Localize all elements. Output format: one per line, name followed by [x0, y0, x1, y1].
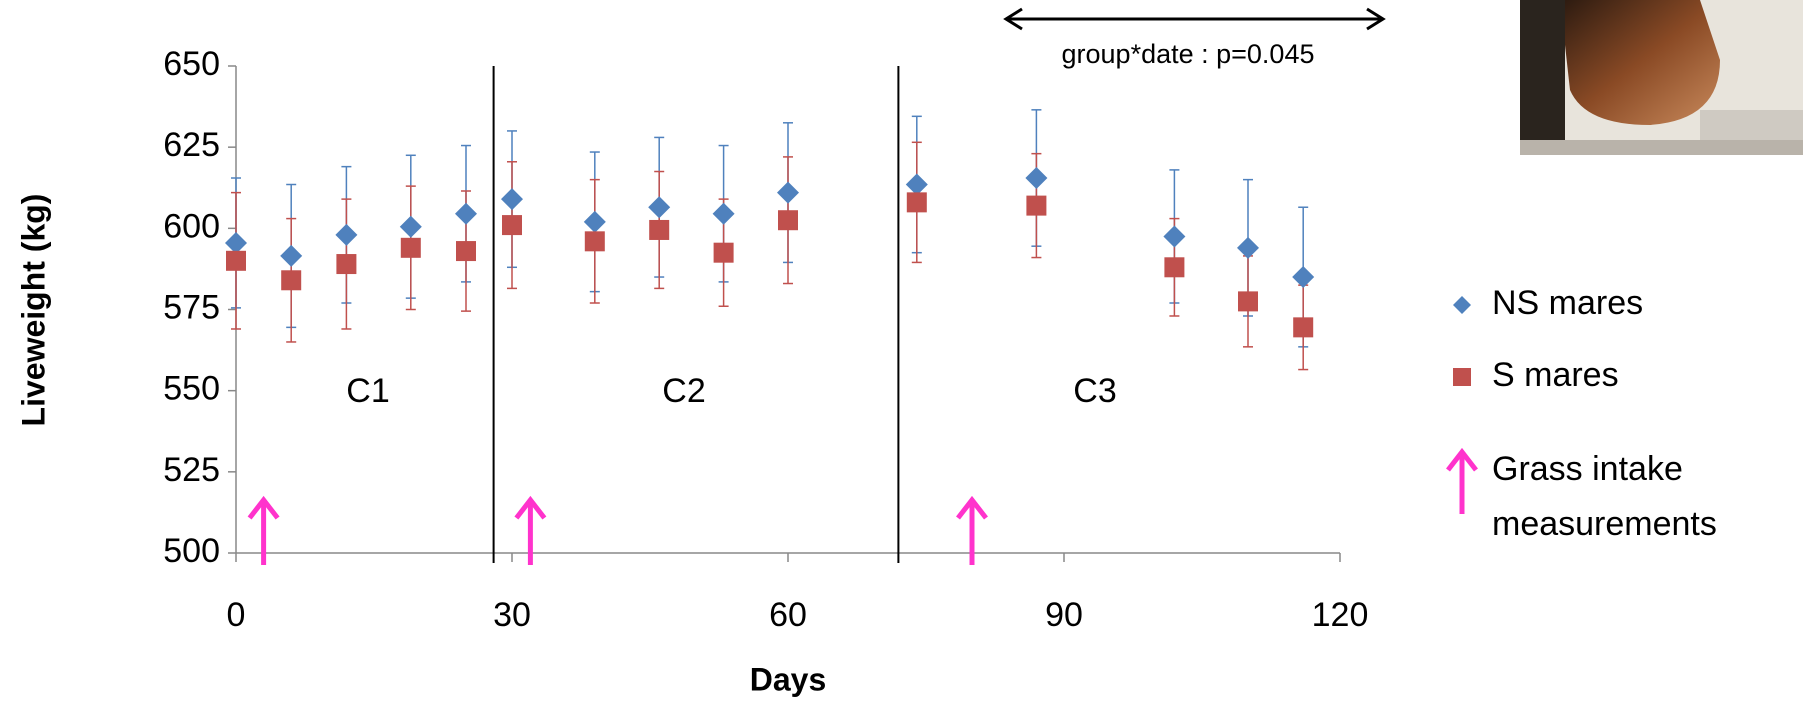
point [456, 241, 476, 262]
legend-marker [1453, 296, 1471, 314]
point [906, 192, 927, 213]
arrow-head [247, 495, 280, 520]
arrow-head [1446, 447, 1478, 472]
x-axis-title: Days [750, 661, 827, 697]
legend-arrow [1446, 447, 1478, 514]
legend-label: NS mares [1492, 284, 1643, 322]
point [225, 231, 247, 254]
x-tick-label: 30 [493, 596, 531, 634]
x-tick-label: 60 [769, 596, 807, 634]
legend-label: Grass intake [1492, 450, 1683, 488]
point [583, 210, 606, 233]
legend-label: S mares [1492, 356, 1619, 394]
annotation-text: group*date : p=0.045 [1062, 39, 1315, 69]
point [1025, 167, 1048, 190]
point [280, 244, 303, 267]
point [777, 181, 799, 204]
point [1164, 257, 1185, 278]
legend-label: measurements [1492, 505, 1717, 543]
point [905, 173, 928, 196]
y-tick-label: 575 [163, 288, 220, 326]
point [455, 202, 477, 225]
grass-intake-arrow [956, 495, 988, 565]
horse-photo [1520, 0, 1803, 155]
legend-marker [1453, 368, 1471, 386]
point [1292, 266, 1315, 289]
period-label: C2 [662, 372, 705, 410]
y-tick-label: 500 [163, 532, 220, 570]
x-tick-label: 90 [1045, 596, 1083, 634]
point [649, 219, 670, 240]
y-tick-label: 525 [163, 451, 220, 489]
point [713, 242, 734, 263]
y-tick-label: 550 [163, 370, 220, 408]
point [281, 270, 302, 291]
point [399, 215, 422, 238]
point [501, 188, 523, 211]
point [712, 202, 735, 225]
point [1293, 317, 1314, 338]
point [1238, 291, 1258, 312]
point [778, 210, 798, 231]
grass-intake-arrow [514, 495, 547, 565]
point [400, 237, 421, 258]
period-label: C3 [1073, 372, 1116, 410]
point [226, 250, 246, 271]
arrow-head [956, 495, 988, 520]
point [1163, 225, 1186, 248]
arrow-head [514, 495, 547, 520]
point [336, 254, 357, 275]
y-axis-title: Liveweight (kg) [15, 194, 51, 427]
point [648, 196, 671, 219]
x-tick-label: 120 [1312, 596, 1369, 634]
x-tick-label: 0 [227, 596, 246, 634]
y-tick-label: 625 [163, 126, 220, 164]
period-label: C1 [346, 372, 389, 410]
point [502, 215, 522, 236]
y-tick-label: 600 [163, 207, 220, 245]
grass-intake-arrow [247, 495, 280, 565]
point [335, 223, 358, 246]
point [1237, 236, 1259, 259]
point [1026, 195, 1047, 216]
annotation: group*date : p=0.045 [1003, 7, 1386, 69]
y-tick-label: 650 [163, 45, 220, 83]
point [584, 231, 605, 252]
